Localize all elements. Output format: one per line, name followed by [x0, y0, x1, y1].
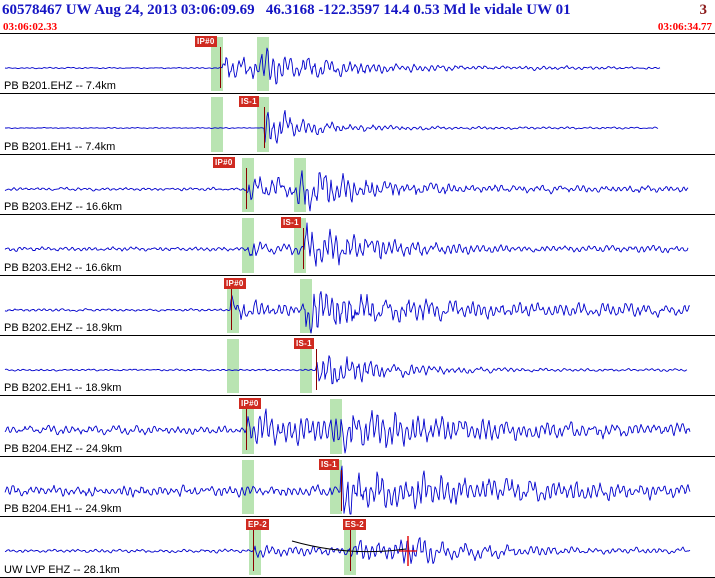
pick-line[interactable] [303, 228, 304, 270]
waveform-canvas[interactable] [0, 34, 715, 94]
trace-panel: IS-1 PB B202.EH1 -- 18.9km [0, 335, 715, 397]
trace-panel: IP#0 PB B201.EHZ -- 7.4km [0, 34, 715, 95]
trace-panel: IS-1 PB B204.EH1 -- 24.9km [0, 456, 715, 518]
waveform-canvas[interactable] [0, 396, 715, 456]
waveform-canvas[interactable] [0, 517, 715, 577]
waveform-canvas[interactable] [0, 457, 715, 517]
station-label: PB B202.EHZ -- 18.9km [4, 321, 122, 334]
pick-line[interactable] [246, 167, 247, 209]
pick-line[interactable] [350, 530, 351, 572]
pick-label[interactable]: IS-1 [281, 217, 301, 229]
pick-label[interactable]: ES-2 [343, 519, 366, 531]
station-label: PB B204.EH1 -- 24.9km [4, 503, 122, 516]
waveform-canvas[interactable] [0, 94, 715, 154]
station-label: PB B201.EHZ -- 7.4km [4, 80, 116, 93]
pick-line[interactable] [220, 47, 221, 88]
trace-area: IP#0 PB B201.EHZ -- 7.4km IS-1 PB B201.EH1 … [0, 33, 715, 578]
station-label: PB B202.EH1 -- 18.9km [4, 382, 122, 395]
pick-label[interactable]: IP#0 [195, 36, 217, 47]
event-summary: 60578467 UW Aug 24, 2013 03:06:09.69 46.… [2, 2, 571, 18]
seismogram-trace [4, 222, 689, 267]
pick-label[interactable]: EP-2 [246, 519, 269, 531]
pick-line[interactable] [316, 348, 317, 390]
seismogram-trace [4, 170, 689, 212]
arrival-window-band [300, 338, 312, 394]
trace-panel: IP#0 PB B202.EHZ -- 18.9km [0, 275, 715, 336]
waveform-canvas[interactable] [0, 155, 715, 215]
waveform-canvas[interactable] [0, 336, 715, 396]
window-end-time: 03:06:34.77 [657, 21, 712, 33]
seismogram-trace [4, 355, 688, 385]
station-count: 3 [699, 2, 708, 18]
header-bar: 60578467 UW Aug 24, 2013 03:06:09.69 46.… [0, 0, 715, 33]
pick-line[interactable] [253, 530, 254, 572]
pick-line[interactable] [246, 409, 247, 451]
station-label: PB B204.EHZ -- 24.9km [4, 442, 122, 455]
arrival-window-band [242, 218, 254, 273]
pick-line[interactable] [264, 107, 265, 149]
seismogram-trace [4, 537, 691, 565]
pick-label[interactable]: IP#0 [224, 277, 246, 289]
seismogram-trace [5, 110, 659, 145]
pick-label[interactable]: IP#0 [213, 156, 235, 168]
trace-panel: IS-1 PB B203.EH2 -- 16.6km [0, 215, 715, 276]
pick-line[interactable] [341, 469, 342, 511]
waveform-canvas[interactable] [0, 276, 715, 336]
trace-panel: IP#0 PB B203.EHZ -- 16.6km [0, 154, 715, 216]
trace-panel: IS-1 PB B201.EH1 -- 7.4km [0, 94, 715, 155]
station-label: PB B201.EH1 -- 7.4km [4, 140, 116, 153]
window-start-time: 03:06:02.33 [3, 21, 58, 33]
event-title-row: 60578467 UW Aug 24, 2013 03:06:09.69 46.… [0, 0, 715, 21]
arrival-window-band [227, 338, 239, 394]
trace-panel: IP#0 PB B204.EHZ -- 24.9km [0, 396, 715, 457]
seismogram-trace [4, 408, 691, 454]
waveform-canvas[interactable] [0, 215, 715, 275]
seismogram-trace [4, 290, 691, 334]
arrival-window-band [242, 399, 254, 454]
time-window-row: 03:06:02.33 03:06:34.77 [0, 21, 715, 33]
station-label: PB B203.EHZ -- 16.6km [4, 201, 122, 214]
seismogram-trace [4, 465, 691, 515]
pick-label[interactable]: IP#0 [239, 398, 261, 410]
pick-line[interactable] [231, 288, 232, 330]
station-label: UW LVP EHZ -- 28.1km [4, 563, 120, 576]
coda-arc [291, 540, 407, 553]
arrival-window-band [257, 97, 269, 152]
arrival-window-band [211, 97, 223, 152]
pick-label[interactable]: IS-1 [319, 458, 339, 470]
seismogram-trace [4, 47, 661, 85]
trace-panel: EP-2 ES-2 UW LVP EHZ -- 28.1km [0, 517, 715, 578]
arrival-window-band [227, 278, 239, 333]
pick-label[interactable]: IS-1 [239, 96, 259, 108]
pick-label[interactable]: IS-1 [294, 337, 314, 349]
station-label: PB B203.EH2 -- 16.6km [4, 261, 122, 274]
